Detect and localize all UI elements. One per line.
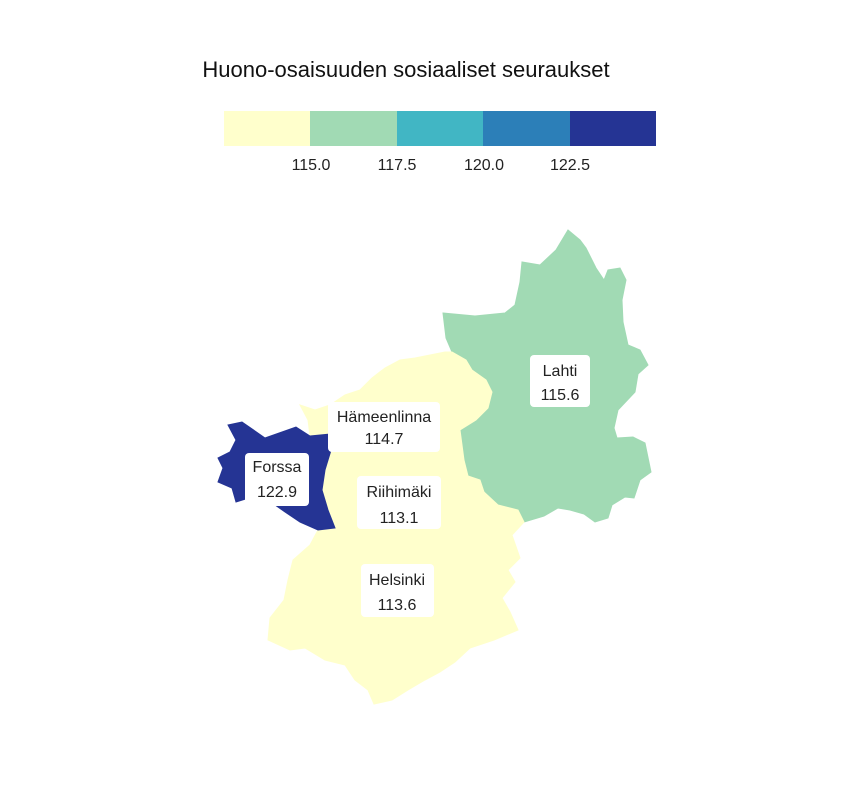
label-box <box>328 402 440 452</box>
label-box <box>245 453 309 506</box>
label-hameenlinna: Hämeenlinna 114.7 <box>328 402 440 452</box>
region-name: Helsinki <box>369 572 425 589</box>
region-value: 122.9 <box>257 484 297 501</box>
legend-swatch-5 <box>570 111 656 146</box>
label-box <box>361 564 434 617</box>
region-value: 114.7 <box>365 431 404 448</box>
region-value: 113.1 <box>380 510 419 527</box>
legend-tick-label: 115.0 <box>292 157 331 174</box>
region-labels: Lahti 115.6 Hämeenlinna 114.7 Forssa 122… <box>245 355 590 617</box>
region-value: 113.6 <box>378 597 417 614</box>
label-helsinki: Helsinki 113.6 <box>361 564 434 617</box>
label-riihimaki: Riihimäki 113.1 <box>357 476 441 529</box>
region-name: Hämeenlinna <box>337 409 431 426</box>
legend-tick-label: 120.0 <box>464 157 504 174</box>
region-name: Forssa <box>253 459 302 476</box>
region-value: 115.6 <box>541 387 580 404</box>
legend-swatch-1 <box>224 111 311 146</box>
legend-tick-label: 117.5 <box>378 157 417 174</box>
legend-swatch-3 <box>397 111 484 146</box>
label-forssa: Forssa 122.9 <box>245 453 309 506</box>
label-box <box>530 355 590 407</box>
label-lahti: Lahti 115.6 <box>530 355 590 407</box>
region-name: Lahti <box>543 363 578 380</box>
region-name: Riihimäki <box>367 484 432 501</box>
legend-swatch-2 <box>310 111 397 146</box>
legend-swatch-4 <box>483 111 570 146</box>
map-title: Huono-osaisuuden sosiaaliset seuraukset <box>202 57 609 82</box>
label-box <box>357 476 441 529</box>
color-legend: 115.0 117.5 120.0 122.5 <box>224 111 656 174</box>
legend-tick-label: 122.5 <box>550 157 590 174</box>
